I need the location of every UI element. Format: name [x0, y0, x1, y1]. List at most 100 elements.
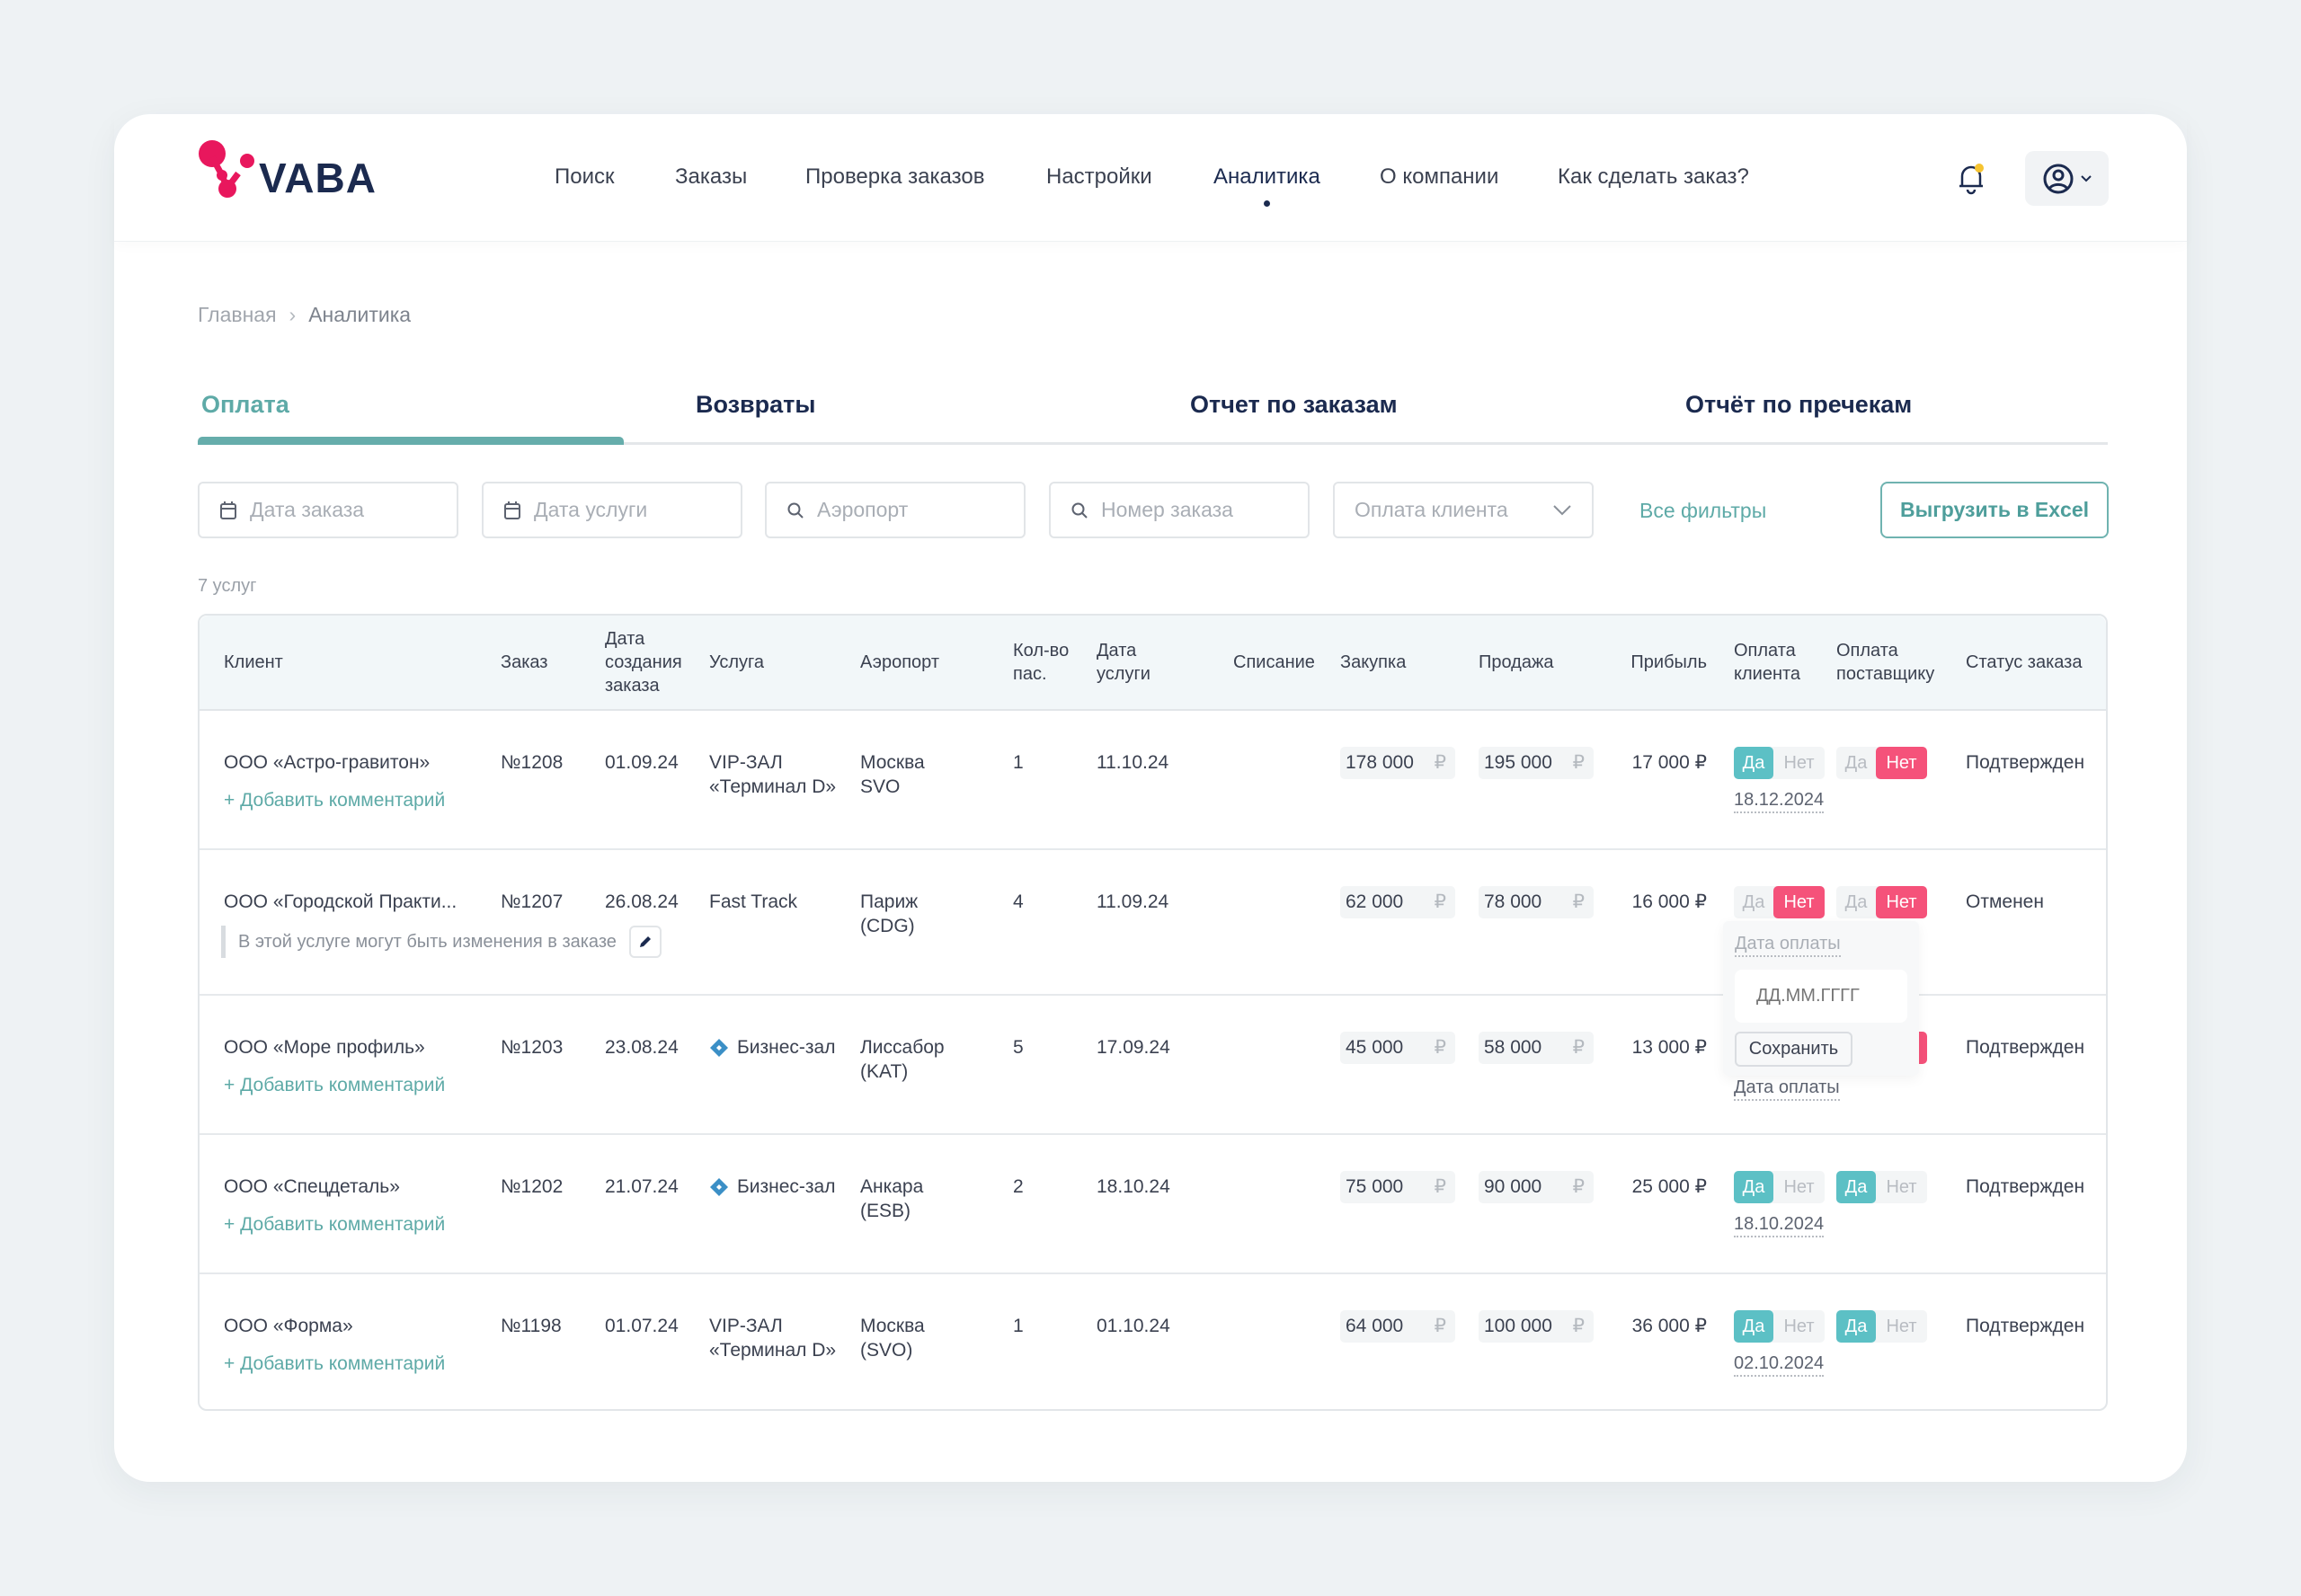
add-comment-link[interactable]: + Добавить комментарий	[224, 1214, 446, 1235]
client-payment-select[interactable]: Оплата клиента	[1333, 482, 1594, 538]
client-payment-date[interactable]: 02.10.2024	[1734, 1352, 1825, 1377]
sale-price-value: 195 000	[1484, 752, 1552, 773]
nav-settings[interactable]: Настройки	[1046, 164, 1152, 189]
nav-orders[interactable]: Заказы	[675, 164, 748, 189]
sale-price[interactable]: 195 000 ₽	[1479, 747, 1594, 779]
profile-menu-button[interactable]	[2025, 151, 2109, 206]
order-number[interactable]: №1208	[501, 752, 564, 773]
order-number[interactable]: №1198	[501, 1316, 562, 1336]
nav-about[interactable]: О компании	[1380, 164, 1499, 189]
yes-option[interactable]: Да	[1844, 891, 1868, 912]
tab-returns[interactable]: Возвраты	[696, 391, 816, 418]
ruble-icon: ₽	[1572, 1316, 1585, 1336]
active-tab-indicator	[198, 437, 624, 445]
service-date: 17.09.24	[1097, 1037, 1170, 1058]
purchase-price[interactable]: 64 000 ₽	[1340, 1310, 1455, 1343]
no-option[interactable]: Нет	[1886, 1176, 1917, 1197]
add-comment-link[interactable]: + Добавить комментарий	[224, 790, 446, 811]
no-option[interactable]: Нет	[1783, 1316, 1815, 1336]
add-comment-link[interactable]: + Добавить комментарий	[224, 1353, 446, 1374]
yes-option[interactable]: Да	[1734, 1310, 1773, 1343]
supplier-payment-toggle[interactable]: Да Нет	[1836, 886, 1927, 918]
supplier-payment-toggle[interactable]: Да Нет	[1836, 1171, 1927, 1203]
created-date: 01.09.24	[605, 752, 679, 773]
save-button[interactable]: Сохранить	[1735, 1032, 1852, 1067]
order-number[interactable]: №1203	[501, 1037, 564, 1058]
service-date-filter[interactable]: Дата услуги	[482, 482, 742, 538]
order-number[interactable]: №1207	[501, 891, 564, 912]
client-payment-toggle[interactable]: Да Нет	[1734, 1171, 1825, 1203]
chevron-right-icon: ›	[289, 303, 297, 326]
pencil-icon	[639, 936, 651, 947]
tab-payment[interactable]: Оплата	[201, 391, 289, 418]
sale-price-value: 100 000	[1484, 1316, 1552, 1336]
order-date-filter[interactable]: Дата заказа	[198, 482, 458, 538]
bell-icon[interactable]	[1957, 163, 1986, 200]
active-indicator	[1264, 200, 1271, 207]
yes-option[interactable]: Да	[1734, 747, 1773, 779]
tab-orders-report[interactable]: Отчет по заказам	[1190, 391, 1398, 418]
add-comment-link[interactable]: + Добавить комментарий	[224, 1075, 446, 1095]
service-name: VIP-ЗАЛ	[709, 1316, 783, 1336]
airport-name: SVO	[860, 776, 901, 797]
export-excel-button[interactable]: Выгрузить в Excel	[1880, 482, 2109, 538]
order-number-filter[interactable]: Номер заказа	[1049, 482, 1310, 538]
airport-filter[interactable]: Аэропорт	[765, 482, 1026, 538]
client-payment-toggle[interactable]: Да Нет	[1734, 747, 1825, 779]
sale-price-value: 58 000	[1484, 1037, 1542, 1058]
client-payment-date[interactable]: 18.10.2024	[1734, 1212, 1825, 1237]
yes-option[interactable]: Да	[1742, 891, 1765, 912]
sale-price[interactable]: 58 000 ₽	[1479, 1032, 1594, 1064]
edit-note-button[interactable]	[628, 926, 662, 958]
order-number[interactable]: №1202	[501, 1176, 564, 1197]
nav-order-check[interactable]: Проверка заказов	[805, 164, 985, 189]
payment-date-label[interactable]: Дата оплаты	[1735, 932, 1841, 957]
supplier-payment-toggle[interactable]: Да Нет	[1836, 747, 1927, 779]
logo-text: VABA	[259, 155, 377, 201]
ruble-icon: ₽	[1434, 1176, 1446, 1197]
sale-price[interactable]: 90 000 ₽	[1479, 1171, 1594, 1203]
all-filters-link[interactable]: Все фильтры	[1639, 499, 1767, 522]
service-date: 11.10.24	[1097, 752, 1169, 773]
purchase-price[interactable]: 178 000 ₽	[1340, 747, 1455, 779]
no-option[interactable]: Нет	[1876, 747, 1927, 779]
tab-precheck-report[interactable]: Отчёт по пречекам	[1685, 391, 1913, 418]
sale-price[interactable]: 100 000 ₽	[1479, 1310, 1594, 1343]
client-payment-toggle[interactable]: Да Нет	[1734, 1310, 1825, 1343]
nav-analytics[interactable]: Аналитика	[1213, 164, 1320, 207]
no-option[interactable]: Нет	[1886, 1316, 1917, 1336]
passenger-count: 2	[1013, 1176, 1024, 1197]
yes-option[interactable]: Да	[1836, 1171, 1876, 1203]
service-date: 01.10.24	[1097, 1316, 1170, 1336]
yes-option[interactable]: Да	[1844, 752, 1868, 773]
ticket-icon	[709, 1177, 729, 1203]
nav-how-to-order[interactable]: Как сделать заказ?	[1558, 164, 1749, 189]
logo[interactable]: VABA	[198, 139, 377, 199]
yes-option[interactable]: Да	[1734, 1171, 1773, 1203]
client-payment-date-link[interactable]: Дата оплаты	[1734, 1076, 1840, 1101]
calendar-icon	[220, 501, 236, 519]
payment-date-input[interactable]	[1735, 970, 1907, 1023]
sale-price[interactable]: 78 000 ₽	[1479, 886, 1594, 918]
profit-value: 13 000 ₽	[1631, 1037, 1707, 1058]
no-option[interactable]: Нет	[1783, 752, 1815, 773]
yes-option[interactable]: Да	[1836, 1310, 1876, 1343]
column-header-client: Клиент	[224, 652, 283, 672]
search-icon	[1071, 502, 1088, 519]
supplier-payment-toggle[interactable]: Да Нет	[1836, 1310, 1927, 1343]
purchase-price[interactable]: 62 000 ₽	[1340, 886, 1455, 918]
no-option[interactable]: Нет	[1773, 886, 1825, 918]
breadcrumb-home[interactable]: Главная	[198, 303, 277, 326]
purchase-price[interactable]: 45 000 ₽	[1340, 1032, 1455, 1064]
no-option[interactable]: Нет	[1876, 886, 1927, 918]
nav-search[interactable]: Поиск	[555, 164, 615, 189]
created-date: 23.08.24	[605, 1037, 679, 1058]
column-header-pax: Кол-во пас.	[1013, 641, 1070, 684]
purchase-price[interactable]: 75 000 ₽	[1340, 1171, 1455, 1203]
client-payment-date[interactable]: 18.12.2024	[1734, 788, 1825, 813]
results-count: 7 услуг	[198, 576, 257, 596]
payment-date-popover: Дата оплаты Сохранить	[1723, 921, 1919, 1076]
breadcrumb-current: Аналитика	[308, 303, 412, 326]
client-payment-toggle[interactable]: Да Нет	[1734, 886, 1825, 918]
no-option[interactable]: Нет	[1783, 1176, 1815, 1197]
